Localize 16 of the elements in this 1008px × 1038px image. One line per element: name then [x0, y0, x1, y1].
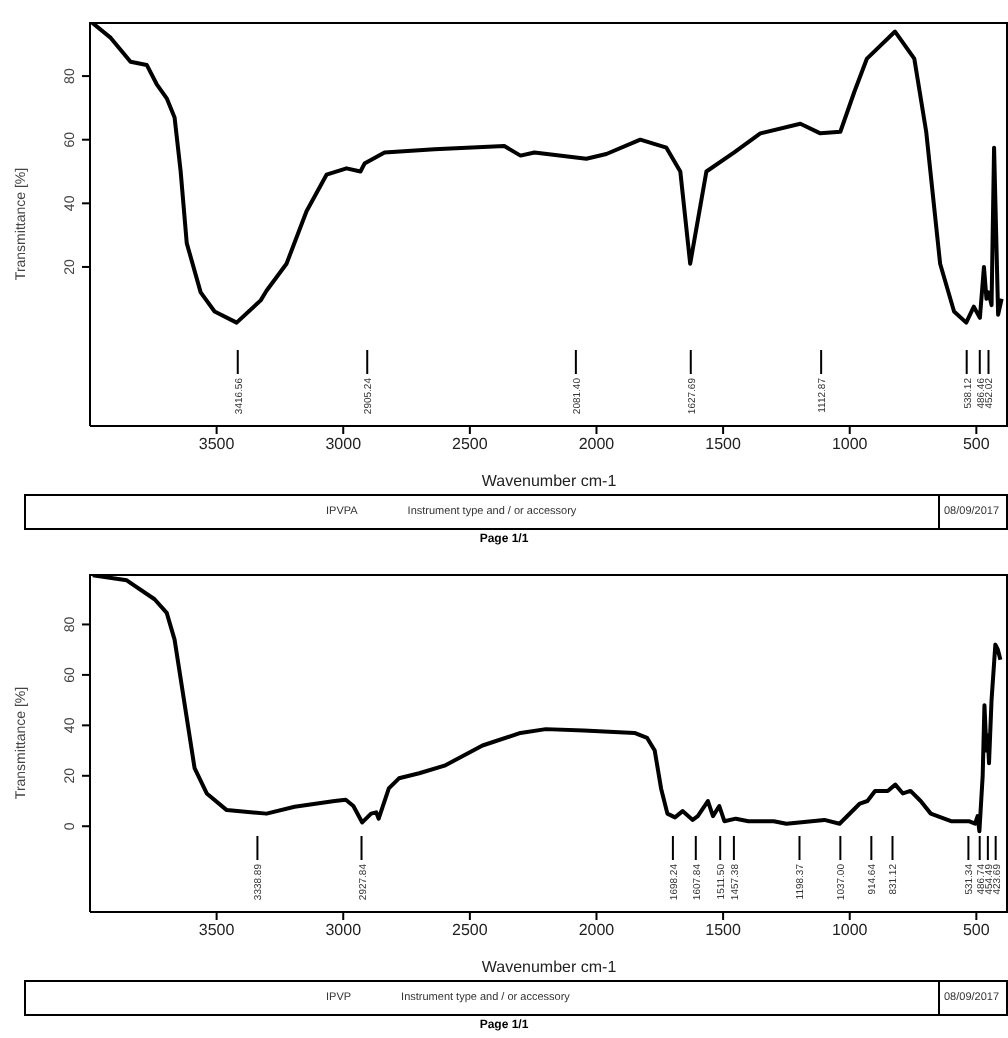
- x-tick-label: 500: [962, 921, 991, 940]
- x-axis-title: Wavenumber cm-1: [481, 472, 618, 490]
- x-tick-label: 1500: [705, 921, 742, 940]
- x-tick-label: 2000: [578, 435, 616, 454]
- x-tick-label: 3000: [325, 921, 363, 940]
- x-tick-label: 1500: [705, 435, 742, 454]
- x-tick-label: 500: [962, 435, 991, 454]
- x-tick-label: 2500: [452, 921, 489, 940]
- x-tick-label: 2500: [452, 435, 489, 454]
- x-tick-label: 1000: [831, 921, 869, 940]
- x-tick-label: 3000: [325, 435, 363, 454]
- x-tick-label: 3500: [198, 435, 236, 454]
- x-axis-title: Wavenumber cm-1: [481, 958, 618, 976]
- x-tick-label: 2000: [578, 921, 616, 940]
- x-tick-label: 1000: [831, 435, 869, 454]
- x-tick-label: 3500: [198, 921, 236, 940]
